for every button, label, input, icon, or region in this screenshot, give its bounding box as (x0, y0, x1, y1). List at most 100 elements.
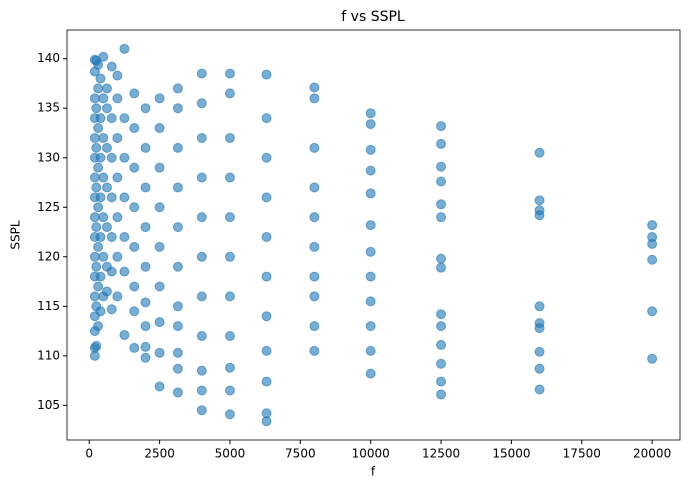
point (436, 176, 447, 187)
point (93, 321, 104, 332)
point (647, 306, 658, 317)
chart-title: f vs SSPL (341, 9, 405, 25)
x-tick-label: 15000 (492, 447, 530, 461)
point (91, 222, 102, 233)
point (112, 291, 123, 302)
point (101, 83, 112, 94)
point (129, 281, 140, 292)
point (224, 251, 235, 262)
point (95, 271, 106, 282)
x-tick-label: 17500 (563, 447, 601, 461)
point (154, 317, 165, 328)
y-axis-label: SSPL (9, 220, 23, 249)
point (196, 98, 207, 109)
point (154, 241, 165, 252)
point (98, 172, 109, 183)
point (172, 83, 183, 94)
point (309, 182, 320, 193)
point (119, 113, 130, 124)
point (365, 368, 376, 379)
point (172, 182, 183, 193)
point (224, 88, 235, 99)
point (129, 306, 140, 317)
point (89, 291, 100, 302)
point (91, 103, 102, 114)
point (261, 192, 272, 203)
point (119, 43, 130, 54)
point (140, 182, 151, 193)
point (172, 222, 183, 233)
point (365, 246, 376, 257)
point (95, 73, 106, 84)
point (98, 51, 109, 62)
point (196, 331, 207, 342)
point (106, 113, 117, 124)
point (309, 345, 320, 356)
point (112, 212, 123, 223)
point (436, 321, 447, 332)
point (98, 132, 109, 143)
point (93, 162, 104, 173)
point (112, 70, 123, 81)
point (224, 331, 235, 342)
point (224, 385, 235, 396)
point (365, 165, 376, 176)
x-tick-label: 0 (85, 447, 93, 461)
point (534, 363, 545, 374)
point (224, 132, 235, 143)
point (129, 342, 140, 353)
point (224, 212, 235, 223)
point (534, 346, 545, 357)
point (172, 301, 183, 312)
x-tick-label: 5000 (215, 447, 246, 461)
point (140, 103, 151, 114)
point (309, 241, 320, 252)
point (106, 231, 117, 242)
point (647, 353, 658, 364)
point (98, 212, 109, 223)
point (93, 59, 104, 70)
point (196, 68, 207, 79)
point (106, 192, 117, 203)
point (93, 241, 104, 252)
point (119, 266, 130, 277)
point (119, 152, 130, 163)
point (172, 142, 183, 153)
point (154, 281, 165, 292)
point (129, 241, 140, 252)
point (534, 384, 545, 395)
point (101, 103, 112, 114)
y-tick-label: 135 (37, 101, 60, 115)
point (196, 132, 207, 143)
x-tick-label: 20000 (633, 447, 671, 461)
point (93, 202, 104, 213)
point (224, 291, 235, 302)
point (95, 192, 106, 203)
point (261, 408, 272, 419)
point (91, 142, 102, 153)
point (365, 296, 376, 307)
point (365, 119, 376, 130)
point (196, 405, 207, 416)
point (309, 82, 320, 93)
x-tick-label: 12500 (422, 447, 460, 461)
point (534, 301, 545, 312)
point (309, 212, 320, 223)
y-tick-label: 125 (37, 200, 60, 214)
point (101, 142, 112, 153)
point (261, 271, 272, 282)
point (309, 271, 320, 282)
point (365, 345, 376, 356)
point (172, 387, 183, 398)
point (98, 251, 109, 262)
point (261, 152, 272, 163)
point (89, 251, 100, 262)
point (140, 321, 151, 332)
point (309, 142, 320, 153)
point (534, 147, 545, 158)
point (196, 291, 207, 302)
point (365, 144, 376, 155)
point (196, 212, 207, 223)
point (154, 93, 165, 104)
point (98, 93, 109, 104)
